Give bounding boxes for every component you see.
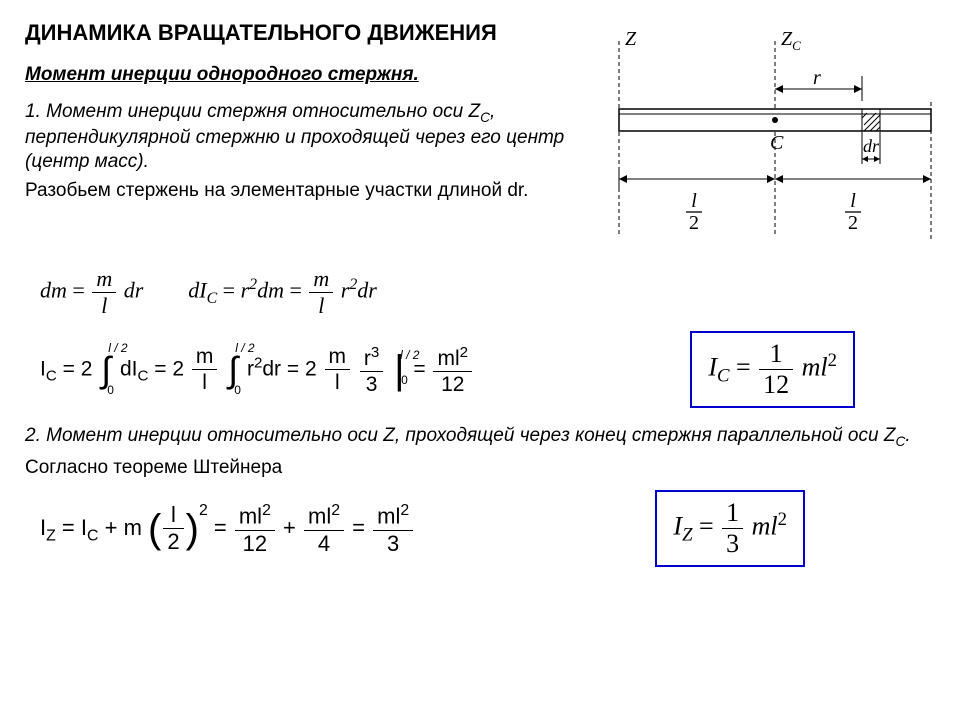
svg-text:2: 2: [689, 212, 699, 234]
rod-diagram: Z ZC r C: [595, 29, 935, 254]
label-z: Z: [625, 29, 637, 50]
paragraph-1: 1. Момент инерции стержня относительно о…: [25, 100, 585, 173]
eq-dic: dIC = r2dm = ml r2dr: [188, 268, 377, 317]
p1-sub-c: C: [480, 110, 490, 125]
label-dr: dr: [863, 136, 880, 156]
box-iz: IZ = 13 ml2: [655, 490, 805, 567]
label-r: r: [813, 67, 821, 89]
svg-text:2: 2: [848, 212, 858, 234]
p1a: 1. Момент инерции стержня относительно о…: [25, 101, 480, 122]
row-integral: IC = 2 ∫l / 20 dIC = 2 ml ∫l / 20 r2dr =…: [40, 331, 935, 408]
row-steiner: IZ = IC + m (l2)2 = ml212 + ml24 = ml23 …: [40, 490, 935, 567]
top-left-text: Момент инерции однородного стержня. 1. М…: [25, 64, 585, 209]
label-c: C: [770, 132, 784, 154]
svg-text:l: l: [691, 190, 697, 212]
paragraph-4: Согласно теореме Штейнера: [25, 456, 935, 480]
subtitle: Момент инерции однородного стержня.: [25, 64, 585, 86]
svg-text:l: l: [850, 190, 856, 212]
paragraph-2: Разобьем стержень на элементарные участк…: [25, 179, 585, 203]
label-zc: ZC: [781, 29, 801, 53]
paragraph-3: 2. Момент инерции относительно оси Z, пр…: [25, 424, 935, 450]
eq-integral: IC = 2 ∫l / 20 dIC = 2 ml ∫l / 20 r2dr =…: [40, 345, 474, 395]
equations-line1: dm = ml dr dIC = r2dm = ml r2dr: [40, 268, 935, 317]
top-section: Момент инерции однородного стержня. 1. М…: [25, 64, 935, 254]
box-ic: IC = 112 ml2: [690, 331, 855, 408]
eq-dm: dm = ml dr: [40, 268, 143, 317]
eq-steiner: IZ = IC + m (l2)2 = ml212 + ml24 = ml23: [40, 502, 415, 555]
